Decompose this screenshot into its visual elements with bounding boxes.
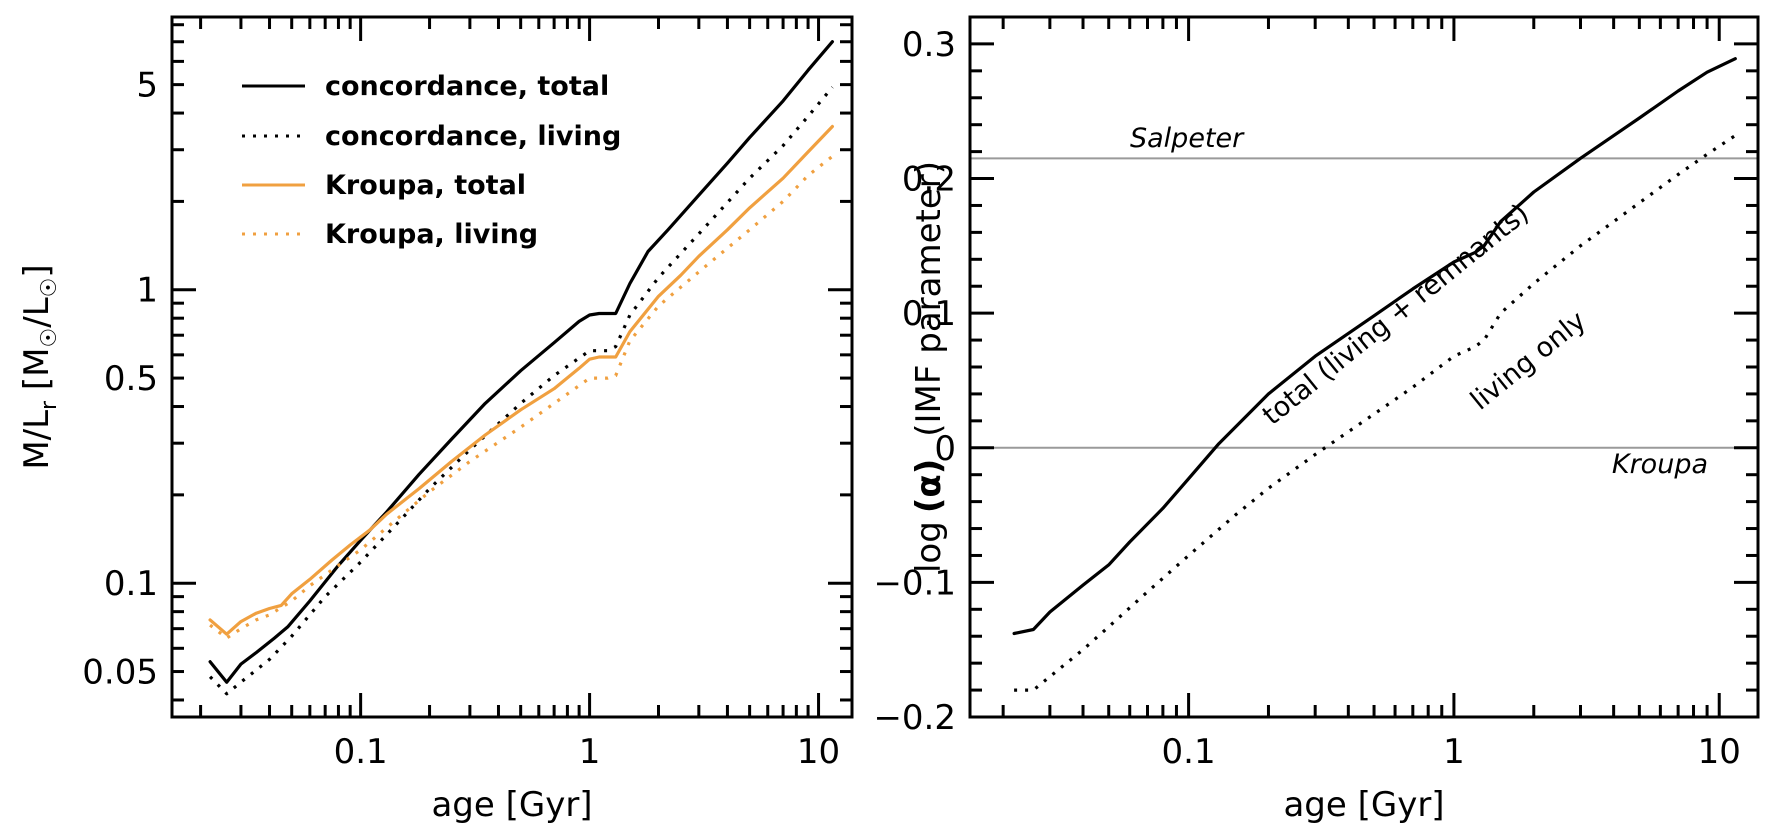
left-series-concordance-total: [208, 40, 835, 684]
right-y-tick-label: 0: [934, 429, 956, 469]
left-x-tick-label: 1: [579, 732, 601, 772]
panel-right: 0.1 1 10 −0.2 −0.1 0 0.1 0.2 0.3 Salpeter Kroupa…: [873, 15, 1760, 825]
right-series-living-only: [1014, 134, 1737, 692]
left-legend: concordance, total concordance, living K…: [242, 71, 621, 250]
ref-label-kroupa: Kroupa: [1612, 449, 1708, 480]
right-y-tick-label: −0.1: [873, 563, 956, 603]
right-x-tick-label: 10: [1698, 732, 1741, 772]
right-y-axis-label: log(α)(IMF parameter): [909, 161, 949, 573]
left-y-tick-label: 0.5: [104, 359, 158, 399]
left-ticks-group: 0.1 1 10 0.05 0.1 0.5 1 5: [82, 17, 852, 772]
left-plot-frame: [170, 15, 854, 719]
right-y-tick-label: 0.3: [902, 25, 956, 65]
right-series-total: [1012, 57, 1737, 636]
left-series-kroupa-living: [209, 155, 834, 640]
left-y-tick-label: 0.05: [82, 653, 158, 693]
right-x-tick-label: 1: [1443, 732, 1465, 772]
right-series-group: [1012, 57, 1737, 692]
right-y-tick-label: 0.2: [902, 160, 956, 200]
left-y-tick-label: 1: [136, 271, 158, 311]
right-x-axis-label: age [Gyr]: [1283, 785, 1444, 825]
left-y-axis-label: M/Lr [M☉/L☉]: [17, 264, 62, 469]
left-y-tick-label: 0.1: [104, 564, 158, 604]
left-series-kroupa-total: [208, 124, 835, 636]
left-x-axis-label: age [Gyr]: [431, 785, 592, 825]
left-y-tick-label: 5: [136, 66, 158, 106]
left-series-group: [208, 40, 835, 696]
ref-label-salpeter: Salpeter: [1130, 123, 1245, 154]
left-x-tick-label: 10: [797, 732, 840, 772]
legend-label-concordance-living: concordance, living: [325, 121, 621, 152]
right-ticks-group: 0.1 1 10 −0.2 −0.1 0 0.1 0.2 0.3: [873, 15, 1758, 772]
right-y-tick-label: 0.1: [902, 294, 956, 334]
left-x-tick-label: 0.1: [334, 732, 388, 772]
right-reference-lines: [970, 157, 1758, 449]
legend-label-kroupa-total: Kroupa, total: [325, 170, 526, 201]
right-y-tick-label: −0.2: [873, 698, 956, 738]
legend-label-concordance-total: concordance, total: [325, 71, 609, 102]
right-plot-frame: [968, 15, 1760, 719]
annotation-living-only: living only: [1465, 305, 1592, 416]
panel-left: 0.1 1 10 0.05 0.1 0.5 1 5 concordance, total co…: [17, 15, 854, 825]
legend-label-kroupa-living: Kroupa, living: [325, 219, 538, 250]
right-x-tick-label: 0.1: [1162, 732, 1216, 772]
